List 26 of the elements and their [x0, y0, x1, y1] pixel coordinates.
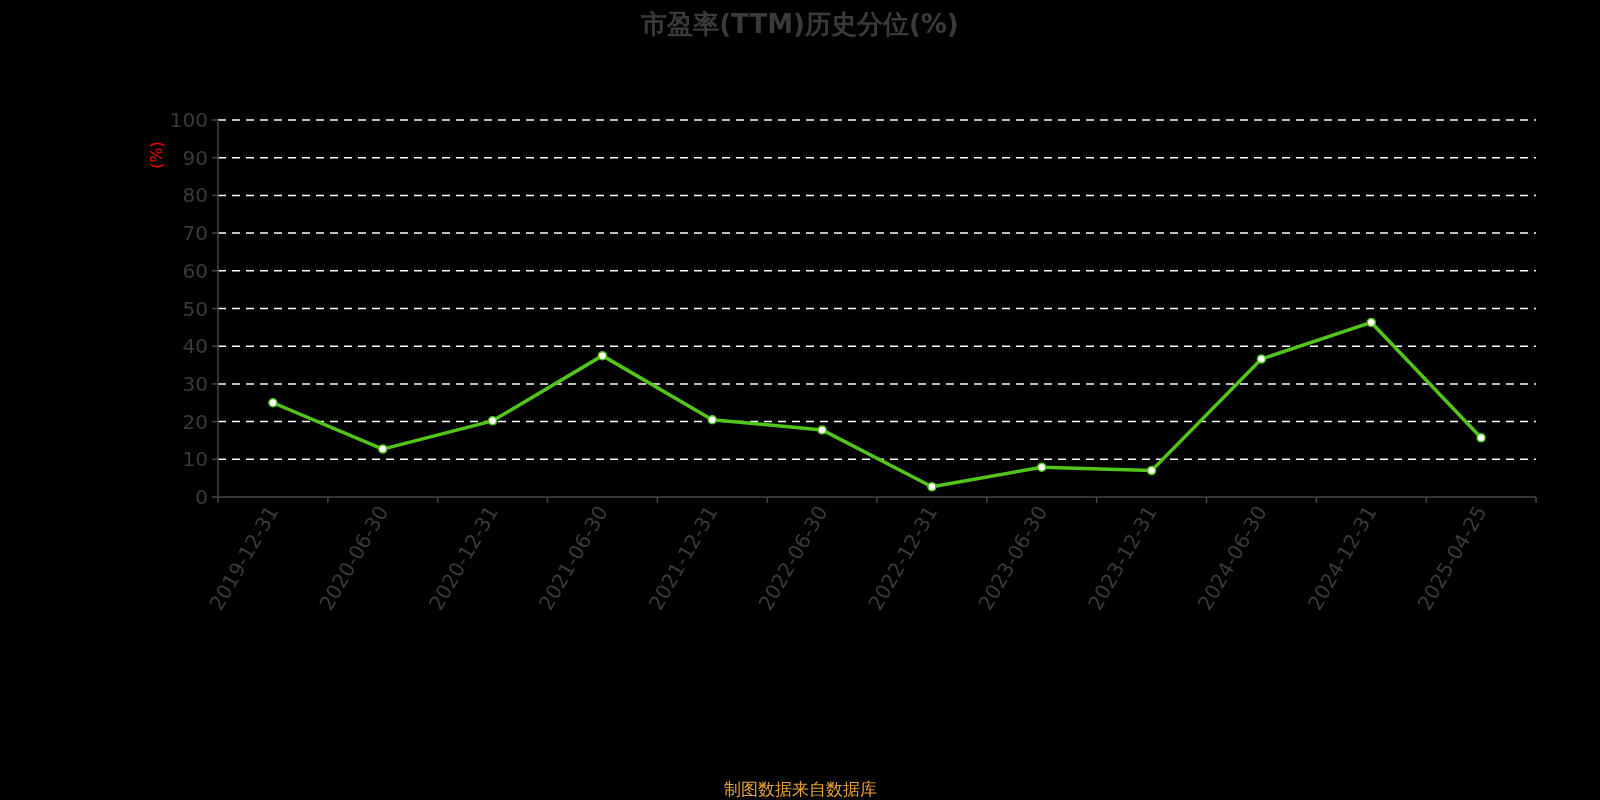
point: [1256, 354, 1267, 364]
y-tick-label: 80: [182, 183, 208, 208]
y-tick-label: 50: [182, 296, 208, 321]
y-tick-label: 10: [182, 447, 208, 472]
point: [378, 444, 388, 454]
text: 制图数据来自数据库: [723, 779, 877, 799]
y-tick-label: 20: [182, 409, 208, 434]
y-tick-label: 60: [182, 258, 208, 283]
y-tick-label: 100: [169, 108, 208, 132]
point: [1037, 462, 1047, 472]
y-tick-label: 0: [195, 485, 208, 509]
point: [597, 350, 608, 361]
point: [487, 416, 498, 426]
y-tick-label: 40: [182, 334, 208, 359]
chart-title: 市盈率(TTM)历史分位(%): [640, 9, 959, 39]
point: [268, 398, 278, 408]
point: [927, 482, 937, 492]
point: [817, 425, 827, 435]
y-tick-label: 90: [182, 145, 208, 170]
point: [1476, 433, 1486, 443]
point: [1146, 465, 1157, 476]
y-tick-label: 30: [182, 371, 208, 396]
point: [1366, 317, 1376, 328]
y-axis-title: (%): [147, 141, 166, 169]
y-tick-label: 70: [182, 221, 208, 246]
point: [707, 414, 717, 425]
